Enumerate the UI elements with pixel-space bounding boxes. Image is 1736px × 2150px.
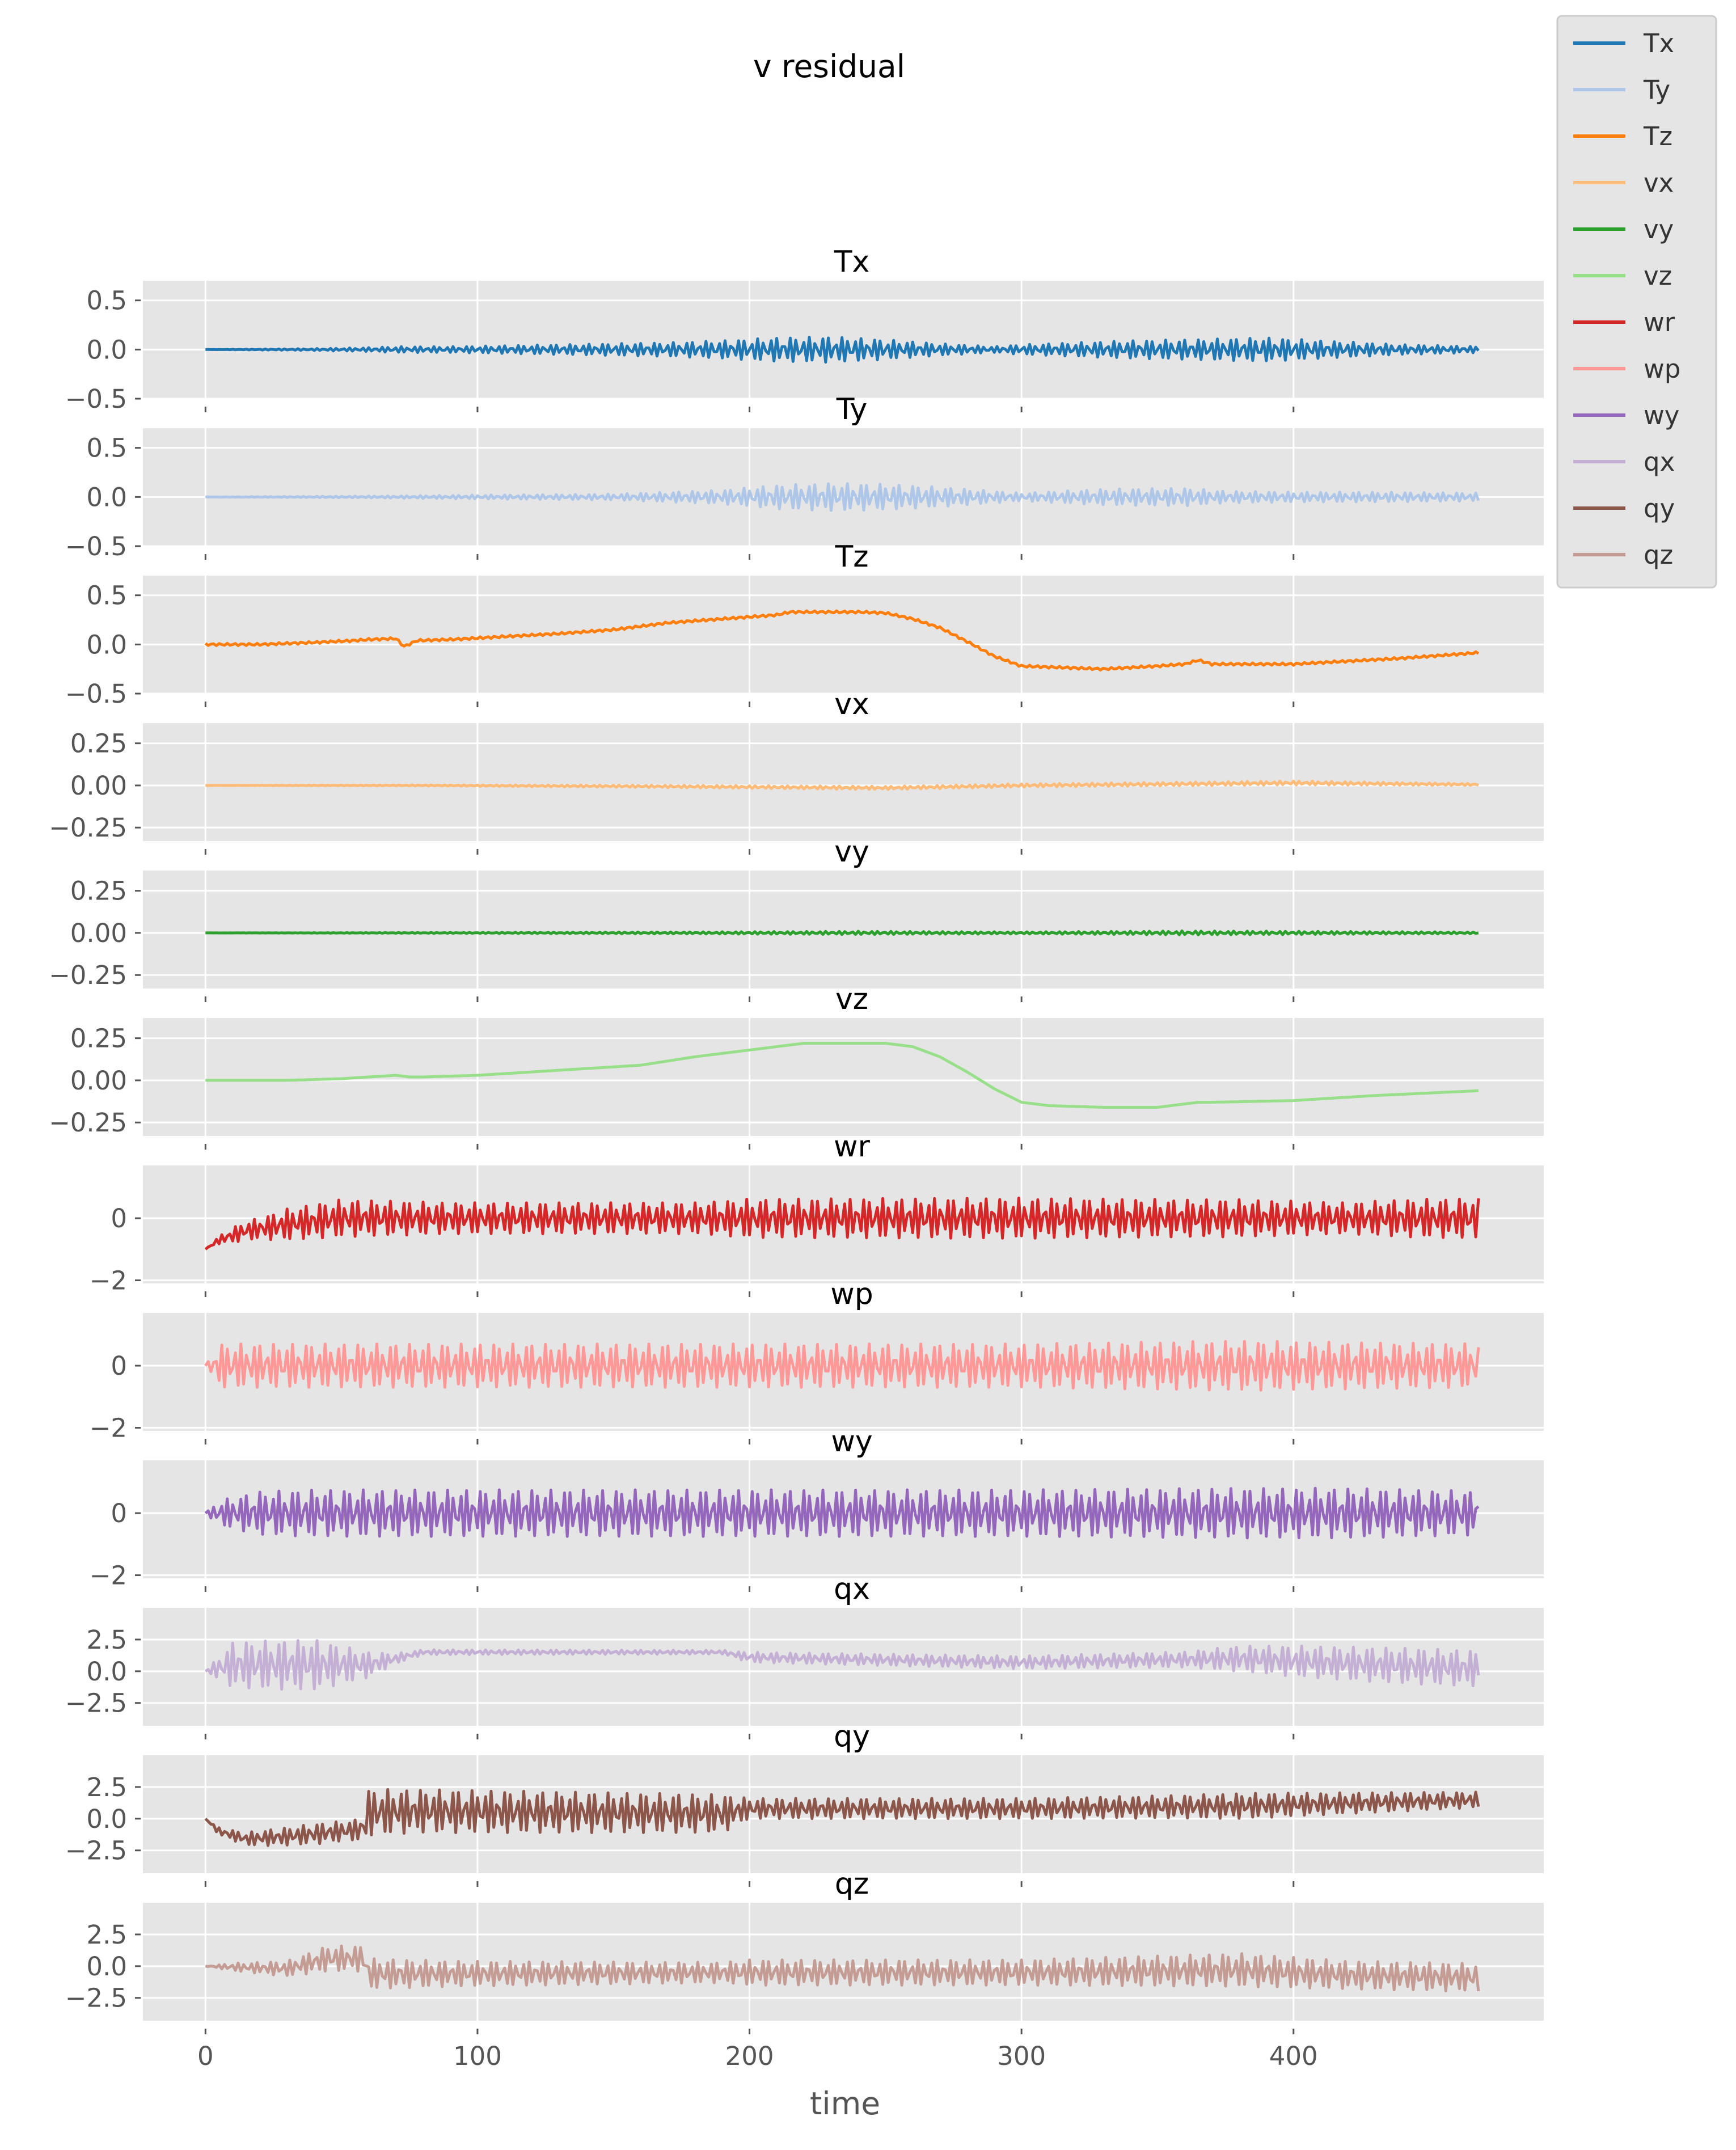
x-tick-label: 400	[1269, 2041, 1318, 2071]
y-tick-label: 0.5	[86, 286, 127, 316]
series-line-ty	[205, 482, 1480, 512]
y-tick-label: 0.0	[86, 482, 127, 512]
legend-label-wy: wy	[1644, 400, 1679, 430]
y-tick-label: 2.5	[86, 1920, 127, 1950]
legend-label-wr: wr	[1644, 307, 1675, 337]
panel-title: wr	[834, 1130, 871, 1164]
panel-title: Ty	[836, 392, 867, 426]
panel-wp: 0 −2 wp	[90, 1277, 1544, 1444]
series-line-wp	[204, 1340, 1480, 1392]
x-tick-label: 300	[997, 2041, 1046, 2071]
legend-label-qy: qy	[1644, 493, 1675, 523]
x-tick-label: 100	[453, 2041, 502, 2071]
y-tick-label: −2.5	[65, 1836, 127, 1866]
panel-tz: 0.5 0.0 −0.5 Tz	[65, 540, 1544, 709]
y-tick-label: −2	[90, 1266, 127, 1296]
legend-label-wp: wp	[1644, 354, 1680, 384]
y-tick-label: 0	[111, 1203, 127, 1234]
panel-title: wp	[830, 1277, 873, 1311]
legend-label-qx: qx	[1644, 447, 1675, 477]
x-tick-label: 0	[197, 2041, 214, 2071]
y-tick-label: 0	[111, 1498, 127, 1528]
panel-title: vx	[834, 687, 869, 721]
y-tick-label: 0.25	[70, 876, 127, 906]
y-tick-label: 0.25	[70, 1024, 127, 1054]
y-tick-label: 0.0	[86, 630, 127, 660]
y-tick-label: 0.25	[70, 729, 127, 759]
panel-title: vz	[835, 982, 868, 1016]
y-tick-label: −0.25	[49, 1108, 127, 1138]
y-tick-label: 0.5	[86, 433, 127, 463]
panel-title: qx	[834, 1572, 870, 1606]
plot-background	[143, 428, 1544, 546]
legend-box	[1556, 15, 1717, 589]
panel-vz: 0.25 0.00 −0.25 vz	[49, 982, 1544, 1150]
shared-x-axis: 0 100 200 300 400	[197, 2041, 1318, 2071]
series-line-qz	[205, 1944, 1480, 1992]
panel-tx: 0.5 0.0 −0.5 Tx	[65, 245, 1544, 414]
y-tick-label: −2.5	[65, 1983, 127, 2013]
panel-title: qy	[834, 1720, 870, 1754]
y-tick-label: 0	[111, 1351, 127, 1381]
y-tick-label: −2	[90, 1413, 127, 1443]
panel-qy: 2.50.0−2.5 qy	[65, 1720, 1544, 1887]
plot-background	[143, 576, 1544, 694]
y-tick-label: 0.00	[70, 1066, 127, 1096]
panel-qx: 2.50.0−2.5 qx	[65, 1572, 1544, 1739]
series-line-vz	[205, 1042, 1479, 1109]
series-line-tx	[205, 336, 1480, 364]
panel-vy: 0.25 0.00 −0.25 vy	[49, 835, 1544, 1002]
panel-title: wy	[831, 1425, 872, 1459]
subplot-grid: 0.5 0.0 −0.5 Tx 0.5 0.0 −0.5 Ty 0.5 0.0 −0.5 Tz 0.25…	[49, 245, 1544, 2034]
panel-wy: 0 −2 wy	[90, 1425, 1544, 1592]
chart-suptitle: v residual	[753, 48, 905, 85]
legend-label-vz: vz	[1644, 261, 1672, 291]
legend-label-vx: vx	[1644, 168, 1674, 198]
panel-wr: 0 −2 wr	[90, 1130, 1544, 1297]
y-tick-label: −2.5	[65, 1688, 127, 1718]
panel-title: qz	[835, 1867, 869, 1901]
legend-label-ty: Ty	[1643, 75, 1670, 105]
series-line-qy	[204, 1788, 1480, 1847]
panel-title: vy	[834, 835, 869, 869]
series-line-vy	[205, 929, 1479, 936]
y-tick-label: 0.0	[86, 1804, 127, 1834]
y-tick-label: 2.5	[86, 1625, 127, 1655]
y-tick-label: 0.00	[70, 771, 127, 801]
y-tick-label: −0.25	[49, 813, 127, 843]
y-tick-label: −0.5	[65, 384, 127, 414]
y-tick-label: −0.25	[49, 960, 127, 990]
y-tick-label: 0.0	[86, 335, 127, 365]
y-tick-label: 0.00	[70, 918, 127, 948]
legend-label-qz: qz	[1644, 540, 1673, 570]
plot-background	[143, 1903, 1544, 2021]
series-line-wr	[204, 1197, 1480, 1251]
panel-vx: 0.25 0.00 −0.25 vx	[49, 687, 1544, 855]
legend-label-tx: Tx	[1643, 28, 1674, 58]
series-line-wy	[204, 1486, 1480, 1540]
plot-background	[143, 871, 1544, 989]
panel-title: Tx	[834, 245, 870, 279]
y-tick-label: 0.0	[86, 1952, 127, 1982]
legend-label-vy: vy	[1644, 214, 1674, 244]
legend: Tx Ty Tz vx vy vz wr wp wy qx qy qz	[1556, 15, 1717, 589]
x-tick-label: 200	[725, 2041, 774, 2071]
y-tick-label: −2	[90, 1561, 127, 1591]
x-axis-label: time	[810, 2085, 880, 2122]
series-line-vx	[205, 779, 1479, 791]
panel-title: Tz	[834, 540, 868, 574]
y-tick-label: −0.5	[65, 679, 127, 709]
series-line-qx	[204, 1639, 1480, 1691]
series-line-tz	[204, 609, 1480, 672]
legend-label-tz: Tz	[1643, 121, 1672, 151]
y-tick-label: −0.5	[65, 531, 127, 561]
panel-ty: 0.5 0.0 −0.5 Ty	[65, 392, 1544, 561]
y-tick-label: 0.5	[86, 581, 127, 611]
y-tick-label: 2.5	[86, 1772, 127, 1802]
panel-qz: 2.50.0−2.5 qz	[65, 1867, 1544, 2034]
y-tick-label: 0.0	[86, 1657, 127, 1687]
